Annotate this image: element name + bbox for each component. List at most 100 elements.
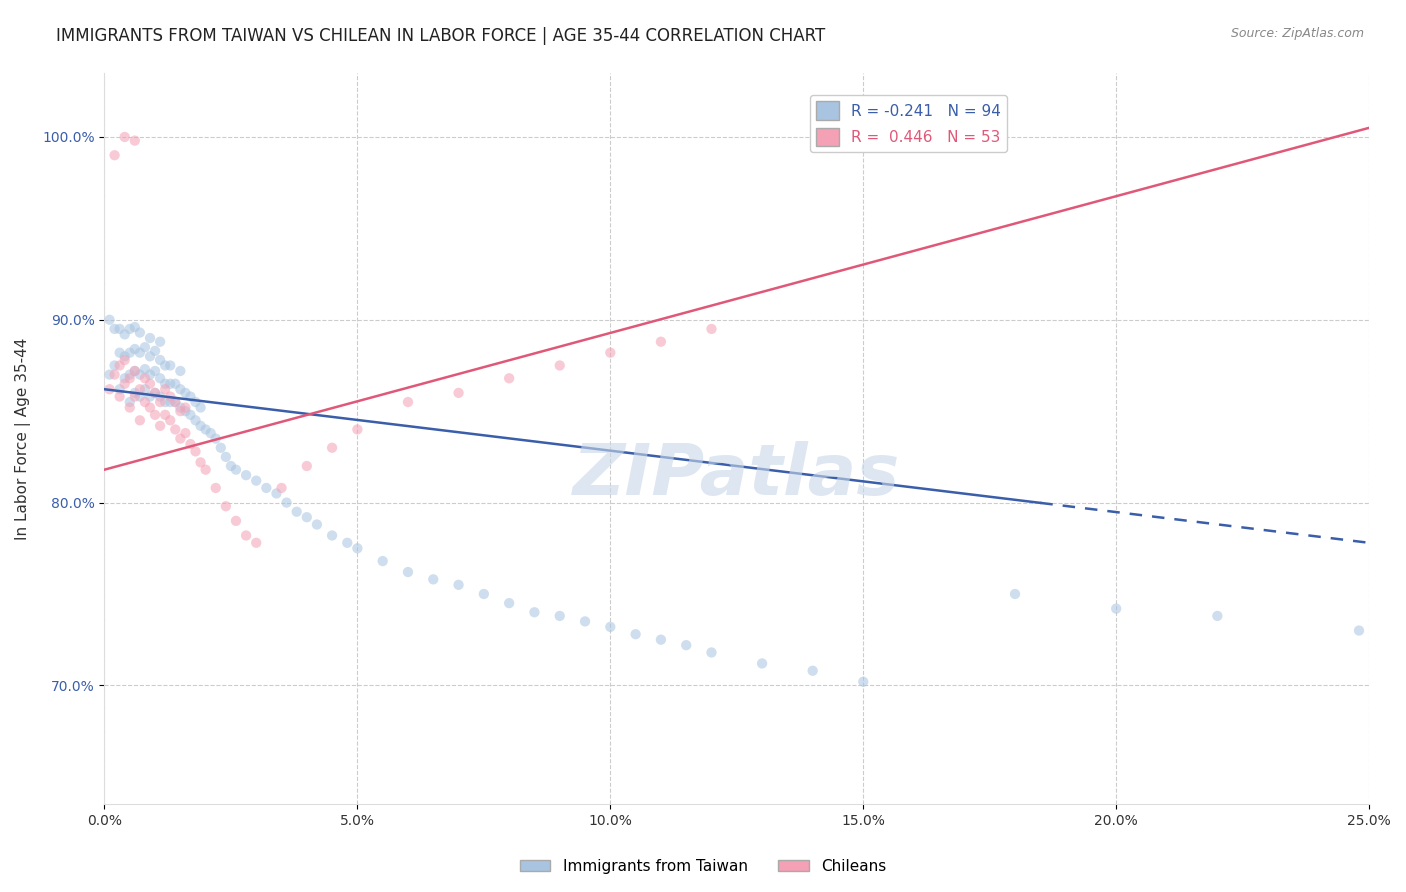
Point (204, 481, 226, 495)
Point (159, 390, 181, 404)
Point (128, 368, 150, 382)
Point (321, 441, 343, 455)
Point (103, 322, 125, 336)
Point (194, 422, 217, 436)
Point (266, 486, 288, 500)
Point (498, 371, 520, 385)
Point (98, 312, 121, 326)
Point (184, 413, 207, 427)
Point (245, 474, 267, 488)
Point (650, 334, 672, 349)
Point (215, 450, 238, 464)
Point (548, 359, 571, 373)
Point (108, 345, 131, 359)
Point (114, 371, 136, 385)
Point (169, 401, 191, 415)
Point (447, 578, 470, 592)
Point (305, 517, 328, 532)
Point (447, 385, 470, 400)
Point (128, 390, 150, 404)
Point (285, 505, 308, 519)
Point (209, 441, 232, 455)
Point (153, 395, 176, 409)
Point (396, 565, 419, 579)
Point (498, 596, 520, 610)
Point (139, 331, 162, 345)
Text: ZIPatlas: ZIPatlas (574, 441, 900, 509)
Point (128, 345, 150, 359)
Point (700, 645, 723, 659)
Point (270, 481, 292, 495)
Point (139, 349, 162, 363)
Point (321, 528, 343, 542)
Point (149, 371, 172, 385)
Point (548, 608, 571, 623)
Point (179, 390, 201, 404)
Point (174, 401, 197, 415)
Point (153, 359, 176, 373)
Point (169, 382, 191, 396)
Point (235, 528, 257, 542)
Point (143, 408, 166, 422)
Point (153, 382, 176, 396)
Point (472, 587, 495, 601)
Point (103, 148, 125, 162)
Point (215, 500, 238, 514)
Point (143, 364, 166, 378)
Point (159, 395, 181, 409)
Point (174, 385, 197, 400)
Point (1206, 608, 1229, 623)
Point (118, 395, 141, 409)
Point (134, 382, 156, 396)
Point (169, 364, 191, 378)
Point (139, 401, 162, 415)
Point (200, 426, 222, 441)
Point (574, 615, 596, 629)
Point (134, 371, 156, 385)
Y-axis label: In Labor Force | Age 35-44: In Labor Force | Age 35-44 (15, 337, 31, 540)
Point (225, 463, 247, 477)
Point (336, 536, 359, 550)
Point (295, 510, 318, 524)
Point (165, 422, 187, 436)
Point (204, 432, 226, 446)
Point (114, 327, 136, 342)
Point (124, 134, 146, 148)
Point (225, 514, 247, 528)
Point (118, 322, 141, 336)
Point (128, 382, 150, 396)
Point (149, 390, 172, 404)
Point (165, 395, 187, 409)
Point (149, 353, 172, 368)
Point (118, 371, 141, 385)
Point (124, 385, 146, 400)
Point (174, 426, 197, 441)
Point (139, 368, 162, 382)
Point (852, 674, 875, 689)
Point (599, 345, 621, 359)
Point (124, 342, 146, 356)
Point (219, 458, 242, 473)
Point (599, 620, 621, 634)
Point (371, 554, 394, 568)
Point (190, 455, 212, 469)
Point (118, 368, 141, 382)
Point (190, 401, 212, 415)
Point (114, 349, 136, 363)
Point (98, 368, 121, 382)
Point (194, 463, 217, 477)
Point (114, 130, 136, 145)
Point (179, 437, 201, 451)
Point (108, 322, 131, 336)
Point (422, 573, 444, 587)
Point (184, 395, 207, 409)
Point (1105, 601, 1128, 615)
Point (700, 322, 723, 336)
Point (118, 345, 141, 359)
Point (169, 432, 191, 446)
Point (139, 390, 162, 404)
Point (190, 418, 212, 433)
Point (624, 627, 647, 641)
Point (751, 657, 773, 671)
Point (295, 458, 318, 473)
